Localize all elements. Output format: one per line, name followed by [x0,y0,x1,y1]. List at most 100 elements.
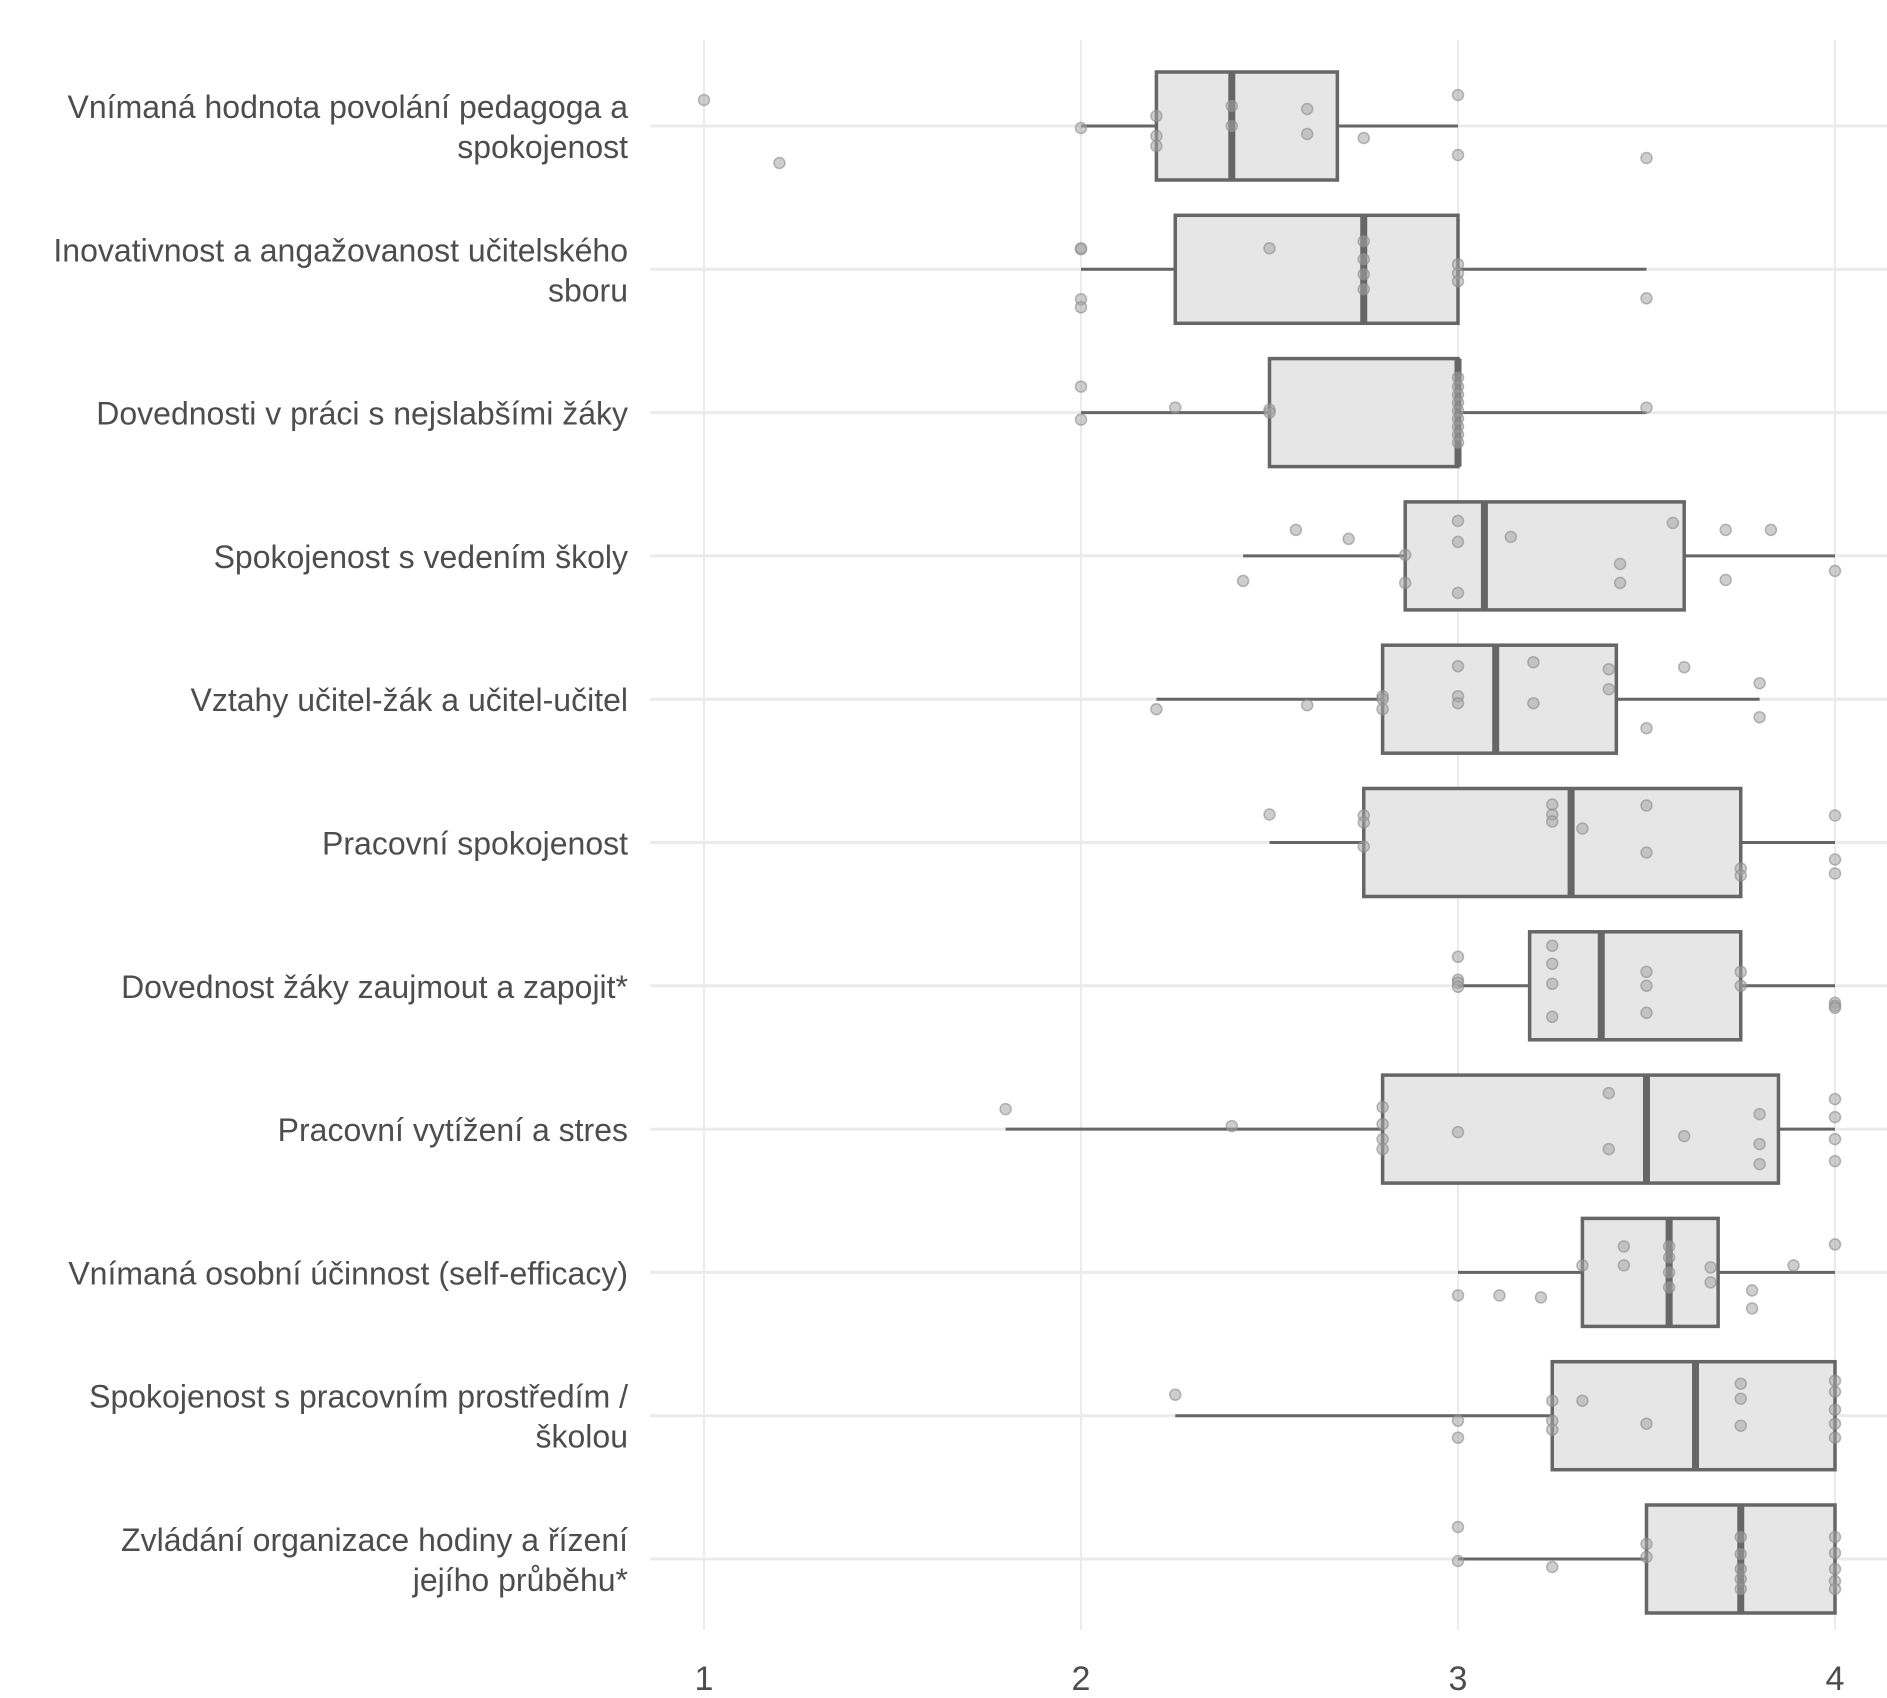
data-point-6-9 [1640,979,1653,993]
x-tick-label-4: 4 [1826,1660,1845,1698]
data-point-9-9 [1734,1392,1747,1405]
data-point-4-11 [1602,682,1616,696]
x-tick-label-1: 1 [695,1660,714,1698]
data-point-1-3 [1074,301,1088,314]
data-point-6-8 [1640,965,1653,979]
data-point-3-13 [1719,573,1732,587]
data-point-10-0 [1451,1520,1465,1534]
category-label-10-line-1: jejího průběhu* [412,1562,628,1598]
data-point-4-10 [1602,662,1616,676]
data-point-2-4 [1263,406,1276,419]
data-point-0-10 [1357,131,1370,145]
data-point-3-5 [1451,514,1465,528]
data-point-9-15 [1828,1431,1842,1444]
data-point-8-3 [1576,1259,1589,1272]
data-point-6-15 [1828,1001,1842,1015]
data-point-7-2 [1376,1100,1389,1114]
box-2 [1267,356,1460,469]
category-label-1-line-0: Inovativnost a angažovanost učitelského [53,232,628,268]
point-layer [697,88,1842,1596]
data-point-0-2 [1074,121,1088,135]
data-point-5-8 [1640,799,1653,812]
data-point-7-1 [1225,1119,1239,1133]
data-point-1-1 [1074,242,1088,255]
data-point-10-2 [1546,1560,1559,1574]
category-label-1-line-1: sboru [548,272,628,308]
category-label-10-line-0: Zvládání organizace hodiny a řízení [121,1522,628,1558]
data-point-9-13 [1828,1403,1842,1416]
data-point-4-13 [1677,660,1691,674]
data-point-6-4 [1546,939,1559,953]
data-point-5-6 [1546,815,1559,828]
data-point-4-7 [1451,696,1465,710]
data-point-10-9 [1734,1582,1747,1596]
data-point-4-4 [1376,702,1389,716]
data-point-10-3 [1640,1537,1653,1551]
category-label-0-line-1: spokojenost [457,129,628,165]
data-point-7-10 [1753,1107,1766,1121]
data-point-3-14 [1764,523,1778,537]
data-point-8-6 [1662,1240,1676,1253]
data-point-9-5 [1546,1423,1559,1436]
data-point-8-9 [1662,1281,1676,1294]
data-point-7-0 [999,1102,1012,1116]
data-point-5-2 [1357,816,1370,829]
data-point-7-7 [1602,1086,1616,1100]
category-label-8-line-0: Vnímaná osobní účinnost (self-efficacy) [68,1255,628,1291]
data-point-8-1 [1493,1289,1506,1302]
data-point-6-11 [1734,965,1747,979]
data-point-6-5 [1546,957,1559,971]
data-point-3-11 [1666,516,1680,530]
data-point-3-3 [1398,548,1412,562]
data-point-2-1 [1074,413,1088,426]
data-point-9-6 [1576,1394,1589,1407]
data-point-3-4 [1398,576,1412,590]
data-point-9-0 [1169,1388,1182,1401]
data-point-4-15 [1753,710,1766,724]
box-6 [1527,930,1743,1042]
data-point-9-10 [1734,1419,1747,1432]
category-label-4-line-0: Vztahy učitel-žák a učitel-učitel [190,682,628,718]
data-point-10-11 [1828,1546,1842,1560]
data-point-7-15 [1828,1132,1842,1146]
data-point-8-8 [1662,1266,1676,1279]
data-point-5-0 [1263,808,1276,821]
data-point-4-14 [1753,676,1766,690]
data-point-7-5 [1376,1142,1389,1156]
data-point-8-7 [1662,1251,1676,1264]
data-point-8-10 [1704,1261,1717,1274]
data-point-4-0 [1150,702,1163,716]
data-point-3-15 [1828,564,1842,578]
data-point-6-10 [1640,1006,1653,1020]
data-point-0-1 [773,156,786,170]
data-point-0-11 [1451,88,1465,102]
data-point-0-0 [697,93,711,107]
data-point-3-6 [1451,535,1465,549]
data-point-7-13 [1828,1092,1842,1106]
data-point-5-13 [1828,853,1842,866]
box-3 [1403,500,1686,612]
data-point-7-14 [1828,1110,1842,1124]
data-point-1-8 [1357,283,1370,296]
data-point-0-13 [1640,151,1653,165]
category-label-5-line-0: Pracovní spokojenost [322,826,628,862]
box-1 [1173,213,1460,326]
data-point-5-11 [1734,869,1747,882]
data-point-0-8 [1300,102,1314,116]
data-point-8-14 [1787,1259,1800,1272]
data-point-9-11 [1828,1374,1842,1387]
data-point-7-6 [1451,1125,1465,1139]
data-point-0-5 [1150,139,1163,153]
data-point-0-12 [1451,148,1465,162]
data-point-1-12 [1640,292,1653,305]
data-point-3-1 [1289,523,1303,537]
data-point-10-6 [1734,1547,1747,1561]
data-point-3-2 [1342,532,1355,546]
data-point-8-15 [1828,1238,1842,1251]
data-point-1-5 [1357,235,1370,248]
data-point-6-3 [1451,980,1465,994]
data-point-10-1 [1451,1554,1465,1568]
data-point-4-8 [1527,655,1540,669]
category-label-7-line-0: Pracovní vytížení a stres [278,1112,628,1148]
data-point-6-7 [1546,1010,1559,1024]
